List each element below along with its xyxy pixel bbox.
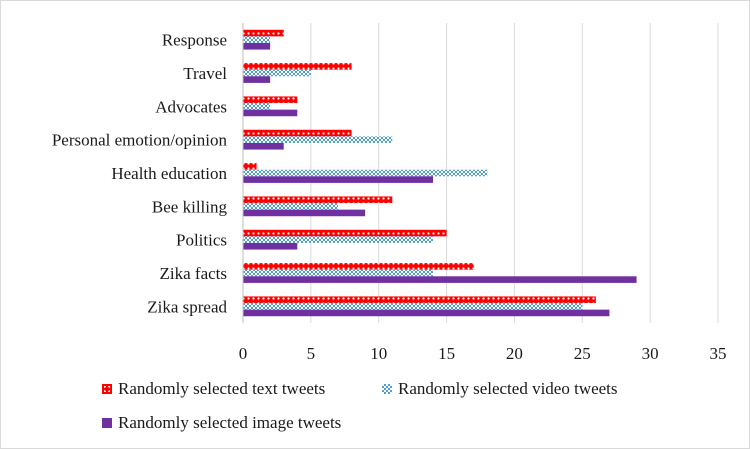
bar xyxy=(243,276,637,283)
category-label: Zika facts xyxy=(160,264,228,283)
bar xyxy=(243,136,393,143)
bar xyxy=(243,196,393,204)
x-tick-label: 20 xyxy=(506,344,523,363)
bar xyxy=(243,36,271,43)
legend-label: Randomly selected text tweets xyxy=(118,379,326,398)
bar xyxy=(243,236,433,243)
bar xyxy=(243,76,271,83)
bar xyxy=(243,169,488,177)
category-label: Travel xyxy=(183,64,227,83)
legend-item-video-tweets: Randomly selected video tweets xyxy=(382,379,618,399)
x-tick-label: 25 xyxy=(574,344,591,363)
bar xyxy=(243,296,596,304)
bar xyxy=(243,29,284,37)
bar xyxy=(243,263,474,270)
bar xyxy=(243,63,352,70)
bar xyxy=(243,269,433,277)
category-label: Zika spread xyxy=(147,297,227,316)
category-label: Bee killing xyxy=(152,197,228,216)
bar xyxy=(243,96,298,104)
bar xyxy=(243,103,271,110)
x-tick-label: 5 xyxy=(307,344,316,363)
legend-swatch-solid xyxy=(102,418,112,428)
x-tick-label: 35 xyxy=(710,344,727,363)
bar xyxy=(243,129,352,137)
legend: Randomly selected text tweets Randomly s… xyxy=(1,373,750,443)
legend-label: Randomly selected video tweets xyxy=(398,379,618,398)
category-label: Health education xyxy=(111,164,227,183)
bar xyxy=(243,309,610,317)
bar xyxy=(243,176,433,183)
legend-item-image-tweets: Randomly selected image tweets xyxy=(102,413,341,433)
bar xyxy=(243,142,284,150)
bar xyxy=(243,109,298,117)
bar xyxy=(243,203,338,210)
labels: 0 5 10 15 20 25 30 35 Response Travel Advocates Per… xyxy=(52,31,727,363)
x-tick-label: 15 xyxy=(438,344,455,363)
legend-label: Randomly selected image tweets xyxy=(118,413,342,432)
bars xyxy=(243,29,637,317)
category-label: Personal emotion/opinion xyxy=(52,131,228,150)
bar xyxy=(243,303,583,310)
bar xyxy=(243,242,298,250)
category-label: Response xyxy=(162,31,227,50)
bar xyxy=(243,209,366,217)
x-tick-label: 10 xyxy=(370,344,387,363)
x-tick-label: 30 xyxy=(642,344,659,363)
category-label: Politics xyxy=(176,231,227,250)
bar xyxy=(243,42,271,50)
legend-swatch-blue-checker xyxy=(382,384,392,394)
x-tick-label: 0 xyxy=(239,344,248,363)
bar xyxy=(243,229,447,237)
category-label: Advocates xyxy=(155,97,227,116)
legend-swatch-red-dots xyxy=(102,384,112,394)
bar xyxy=(243,69,311,77)
legend-item-text-tweets: Randomly selected text tweets xyxy=(102,379,325,399)
bar xyxy=(243,163,257,170)
